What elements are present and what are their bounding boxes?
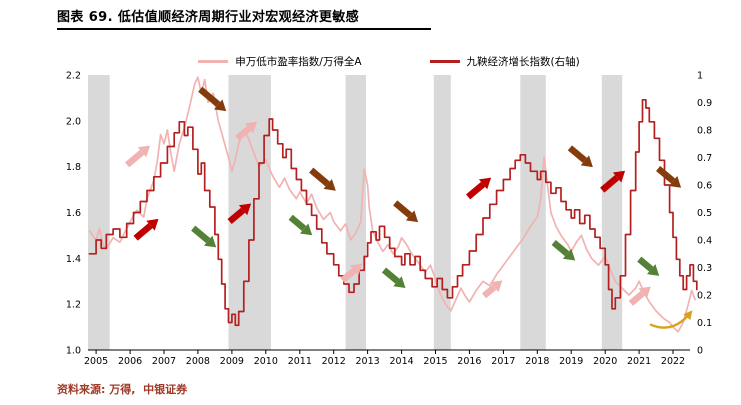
red-line-swatch-icon [429,60,460,63]
right-tick-label: 0.3 [697,263,712,274]
trend-arrow-up-icon [125,149,145,168]
legend-item-growth: 九鞅经济增长指数(右轴) [429,54,580,69]
trend-arrow-down-icon [191,225,211,244]
cycle-curved-arrowhead-icon [683,310,693,321]
recession-band [88,75,110,350]
trend-arrowhead-icon [647,264,660,276]
right-tick-label: 1 [697,71,703,82]
trend-arrow-up-icon [133,223,153,241]
trend-arrow-up-icon [628,290,645,306]
trend-arrowhead-icon [323,179,336,191]
right-tick-label: 0.2 [697,291,712,302]
chart-legend: 申万低市盈率指数/万得全A 九鞅经济增长指数(右轴) [88,54,690,69]
trend-arrowhead-icon [668,176,682,188]
trend-arrow-up-icon [235,125,252,141]
cycle-curved-arrow-icon [649,312,692,329]
recession-band [228,75,271,350]
trend-arrow-down-icon [656,166,676,184]
trend-arrow-up-icon [481,284,497,299]
source-note: 资料来源: 万得, 中银证券 [57,383,188,396]
pink-line-swatch-icon [198,60,229,63]
x-tick-label: 2022 [661,356,685,367]
x-tick-label: 2005 [84,356,108,367]
legend-label-low-pe: 申万低市盈率指数/万得全A [235,56,362,68]
trend-arrowhead-icon [562,248,576,261]
trend-arrowhead-icon [137,145,151,158]
right-tick-label: 0 [697,346,703,357]
left-tick-label: 2.0 [66,116,81,127]
left-tick-label: 1.8 [66,162,81,173]
x-tick-label: 2012 [322,356,346,367]
trend-arrow-down-icon [551,240,570,257]
x-tick-label: 2010 [254,356,278,367]
trend-arrowhead-icon [612,170,626,183]
right-tick-label: 0.8 [697,126,712,137]
trend-arrowhead-icon [238,203,252,216]
left-tick-label: 1.2 [66,300,81,311]
trend-arrow-up-icon [340,268,357,283]
right-tick-label: 0.4 [697,236,712,247]
recession-band [345,75,366,350]
right-tick-label: 0.6 [697,181,712,192]
right-tick-label: 0.9 [697,98,712,109]
recession-bands [88,75,623,350]
right-tick-label: 0.7 [697,153,712,164]
trend-arrow-down-icon [381,267,400,284]
trend-arrowhead-icon [350,263,363,276]
trend-arrow-down-icon [393,200,413,218]
x-tick-label: 2017 [491,356,515,367]
x-tick-label: 2020 [593,356,617,367]
left-tick-label: 1.0 [66,346,81,357]
trend-arrowhead-icon [638,286,651,299]
trend-arrow-down-icon [637,256,654,272]
x-tick-label: 2018 [525,356,549,367]
x-axis [88,349,690,354]
legend-label-growth: 九鞅经济增长指数(右轴) [466,56,580,68]
trend-arrowhead-icon [214,99,227,112]
recession-band [520,75,546,350]
left-tick-label: 1.6 [66,208,81,219]
trend-arrowhead-icon [393,276,406,288]
trend-arrow-up-icon [227,207,246,224]
trend-arrowhead-icon [146,218,159,231]
trend-arrow-up-icon [600,175,620,193]
right-tick-label: 0.5 [697,208,712,219]
x-tick-label: 2009 [220,356,244,367]
chart-title: 图表 69. 低估值顺经济周期行业对宏观经济更敏感 [57,6,432,30]
x-tick-label: 2014 [390,356,414,367]
trend-arrow-down-icon [288,214,307,231]
trend-arrowhead-icon [490,280,503,293]
x-tick-label: 2008 [186,356,210,367]
trend-arrowhead-icon [580,155,593,168]
recession-band [601,75,623,350]
right-tick-label: 0.1 [697,318,712,329]
x-tick-label: 2011 [288,356,312,367]
x-tick-label: 2006 [118,356,142,367]
x-tick-label: 2019 [559,356,583,367]
left-tick-label: 1.4 [66,254,81,265]
trend-arrow-down-icon [198,86,221,107]
x-tick-label: 2007 [152,356,176,367]
trend-arrowhead-icon [244,121,258,134]
trend-arrowhead-icon [405,210,419,223]
trend-arrow-down-icon [309,167,330,187]
x-tick-label: 2021 [627,356,651,367]
trend-arrowhead-icon [478,177,492,190]
trend-arrows [125,86,682,306]
x-tick-label: 2016 [457,356,481,367]
x-tick-label: 2013 [356,356,380,367]
series-economic-growth-index [88,98,698,327]
legend-item-low-pe: 申万低市盈率指数/万得全A [198,54,362,69]
trend-arrowhead-icon [204,235,217,248]
trend-arrowhead-icon [300,223,313,236]
x-tick-label: 2015 [423,356,447,367]
left-tick-label: 2.2 [66,71,81,82]
trend-arrow-down-icon [567,145,587,163]
trend-arrow-up-icon [466,181,486,200]
